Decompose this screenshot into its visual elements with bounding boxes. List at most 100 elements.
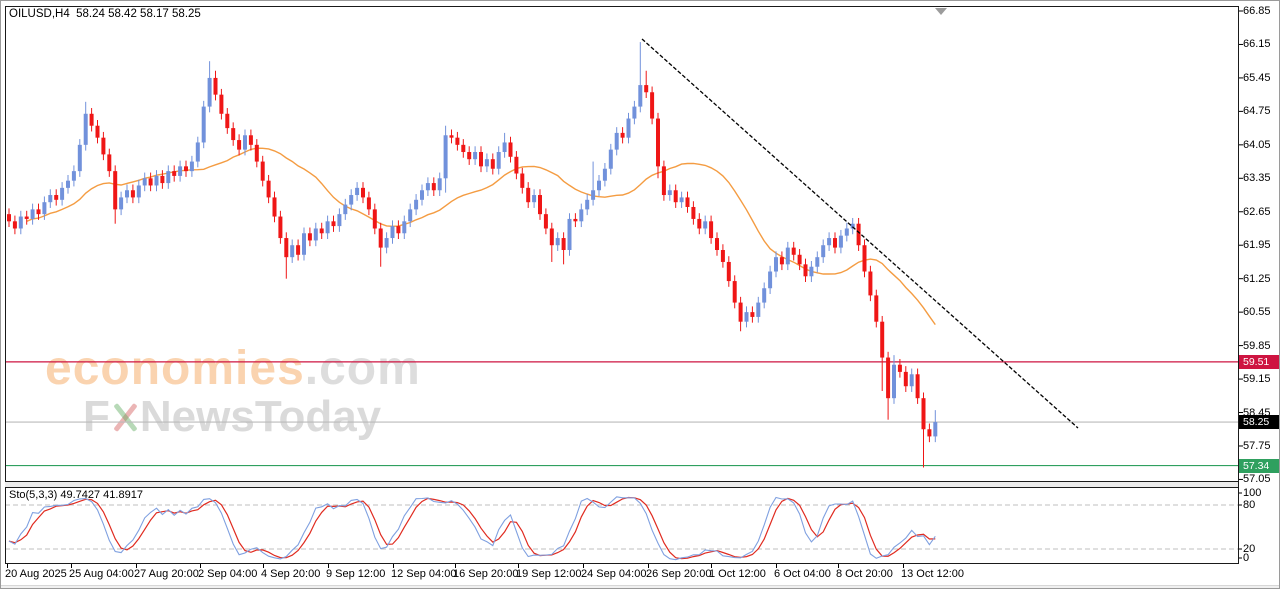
price-tick-label: 57.75	[1243, 439, 1271, 452]
price-tick-label: 61.95	[1243, 239, 1271, 252]
candle-body	[337, 214, 342, 227]
candle-body	[473, 152, 478, 160]
candle-body	[101, 137, 106, 155]
candle-body	[130, 190, 135, 198]
candle-body	[756, 302, 761, 317]
price-tick-label: 61.25	[1243, 272, 1271, 285]
time-tick-label: 19 Sep 12:00	[516, 568, 582, 580]
time-tick-label: 16 Sep 20:00	[453, 568, 519, 580]
price-tick-label: 65.45	[1243, 71, 1271, 84]
watermark-subbrand-line: F NewsToday	[83, 395, 421, 439]
candle-body	[319, 228, 324, 234]
descending-trendline[interactable]	[641, 38, 1079, 429]
candle-body	[461, 144, 466, 153]
candle-body	[791, 247, 796, 255]
time-tick-label: 12 Sep 04:00	[391, 568, 457, 580]
candle-body	[148, 178, 153, 186]
price-tick-label: 66.15	[1243, 38, 1271, 51]
candle-body	[685, 197, 690, 207]
candle-body	[903, 371, 908, 387]
time-tick-label: 2 Sep 04:00	[198, 568, 258, 580]
candle-body	[838, 235, 843, 248]
candle-body	[720, 250, 725, 262]
candle-body	[933, 422, 938, 437]
candle-body	[372, 209, 377, 229]
candle-body	[18, 216, 23, 229]
candle-body	[638, 85, 643, 107]
chart-shift-marker-icon[interactable]	[935, 8, 947, 15]
candle-body	[726, 261, 731, 282]
candle-body	[614, 132, 619, 150]
candle-body	[225, 113, 230, 129]
watermark: economies.com F NewsToday	[45, 345, 421, 439]
candle-body	[874, 295, 879, 322]
watermark-sub-suffix: NewsToday	[139, 392, 382, 441]
candle-body	[60, 187, 65, 200]
candle-body	[278, 216, 283, 239]
candle-body	[514, 156, 519, 174]
candle-body	[154, 175, 159, 186]
candle-body	[366, 197, 371, 210]
watermark-tld-text: .com	[304, 342, 421, 395]
candle-body	[762, 288, 767, 303]
price-tick-label: 66.85	[1243, 5, 1271, 17]
candle-body	[136, 185, 141, 198]
window-bottom-edge	[1, 585, 1279, 588]
candle-body	[520, 173, 525, 188]
candle-body	[567, 218, 572, 250]
candle-body	[538, 195, 542, 215]
candle-body	[484, 159, 489, 167]
candle-body	[892, 364, 896, 399]
candle-body	[254, 144, 259, 162]
candle-body	[402, 221, 407, 234]
stochastic-main-line	[8, 496, 936, 561]
price-tick-label: 64.75	[1243, 105, 1271, 118]
candle-body	[160, 175, 165, 184]
candle-body	[561, 238, 566, 250]
candle-body	[307, 233, 312, 241]
candle-body	[543, 214, 548, 229]
candle-body	[260, 161, 265, 181]
candle-body	[201, 106, 206, 143]
candle-body	[189, 161, 194, 172]
candle-body	[107, 154, 112, 172]
candle-body	[579, 209, 584, 222]
candle-body	[296, 245, 301, 255]
candle-body	[384, 238, 389, 248]
candle-body	[673, 190, 678, 203]
price-tick-label: 57.05	[1243, 473, 1271, 486]
price-tick-label: 60.55	[1243, 306, 1271, 319]
candle-body	[331, 221, 336, 227]
candle-body	[803, 264, 808, 277]
candle-body	[378, 228, 383, 248]
candle-body	[868, 271, 873, 296]
candle-body	[7, 214, 11, 222]
candle-body	[325, 221, 330, 234]
candle-body	[207, 77, 212, 107]
price-tick-label: 63.35	[1243, 172, 1271, 185]
candle-body	[738, 302, 743, 322]
candle-body	[809, 266, 814, 277]
candle-body	[496, 152, 501, 169]
candle-body	[650, 92, 655, 119]
candle-body	[833, 238, 837, 248]
pane-separator-handle[interactable]	[5, 482, 1238, 487]
candle-body	[656, 118, 660, 167]
candle-body	[125, 190, 129, 198]
time-tick-label: 8 Oct 20:00	[836, 568, 893, 580]
candle-body	[313, 228, 318, 241]
candle-body	[602, 168, 607, 181]
candle-body	[302, 233, 306, 255]
candle-body	[797, 254, 802, 265]
candle-body	[862, 245, 867, 272]
candle-body	[597, 180, 601, 191]
candle-body	[172, 171, 177, 176]
candle-body	[667, 190, 672, 196]
candle-body	[632, 106, 637, 119]
candle-body	[697, 218, 702, 229]
candle-body	[880, 321, 885, 358]
time-tick-label: 6 Oct 04:00	[774, 568, 831, 580]
candle-body	[178, 166, 183, 176]
